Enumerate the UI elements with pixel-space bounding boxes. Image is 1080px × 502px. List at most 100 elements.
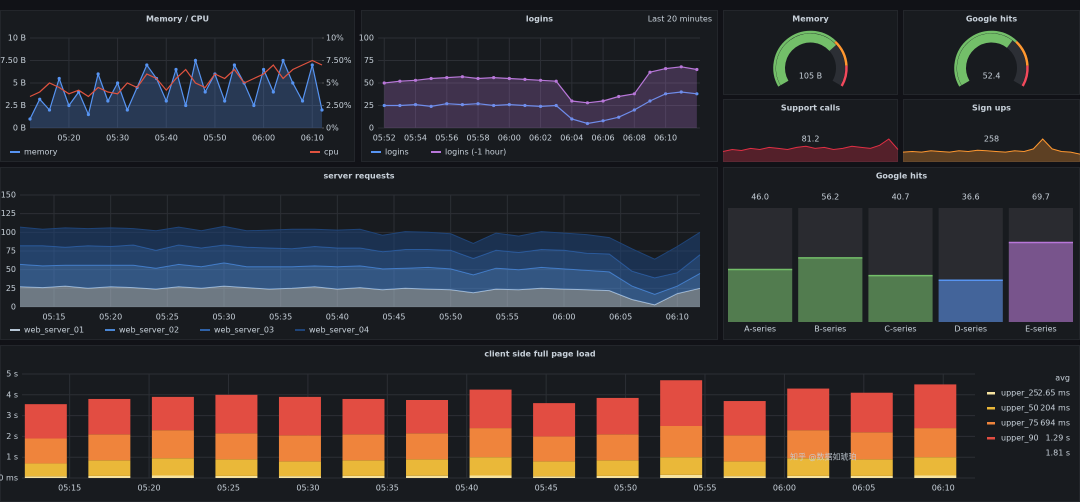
bar-segment: [533, 476, 576, 478]
legend-swatch: [987, 437, 995, 440]
gauge-value: [957, 33, 1013, 86]
x-tick-label: 05:35: [376, 484, 399, 493]
y-tick-label: 0 ms: [0, 474, 18, 483]
x-tick-label: 06:04: [560, 134, 583, 143]
legend-label: logins: [385, 148, 409, 157]
data-point: [300, 99, 305, 103]
legend-swatch: [200, 329, 210, 331]
bar-segment: [151, 430, 194, 459]
y-tick-label: 1 s: [6, 453, 18, 462]
data-point: [398, 79, 402, 83]
data-point: [38, 97, 42, 101]
data-point: [413, 78, 418, 82]
bar-segment: [596, 434, 639, 461]
x-tick-label: 06:10: [654, 134, 677, 143]
x-tick-label: 05:55: [496, 313, 519, 322]
data-point: [492, 76, 496, 80]
y-tick-label: 0: [369, 124, 374, 133]
gauge-value: [776, 33, 837, 86]
threshold-ring: [773, 30, 836, 87]
legend-swatch: [987, 407, 995, 410]
x-tick-label: 06:06: [592, 134, 615, 143]
bar-category: C-series: [884, 325, 916, 334]
data-point: [460, 103, 465, 107]
sparkline: [722, 138, 899, 152]
bar-segment: [278, 396, 321, 436]
data-point: [106, 99, 110, 103]
x-tick-label: 05:20: [138, 484, 161, 493]
y2-tick-label: 2.50%: [326, 101, 352, 110]
x-tick-label: 05:50: [439, 313, 462, 322]
data-point: [523, 103, 527, 108]
data-point: [382, 103, 386, 108]
legend-swatch: [310, 151, 320, 153]
bar: [868, 275, 933, 322]
data-point: [570, 99, 574, 103]
bar-value: 40.7: [892, 193, 910, 202]
data-point: [232, 63, 236, 67]
x-tick-label: 05:30: [106, 134, 129, 143]
data-point: [476, 76, 480, 81]
x-tick-label: 05:56: [435, 134, 458, 143]
data-point: [429, 76, 433, 81]
stacked-area: [20, 245, 700, 295]
bar-segment: [278, 476, 321, 478]
panel-title: Support calls: [781, 104, 841, 113]
legend-avg: 2.65 ms: [1038, 389, 1070, 398]
data-point: [398, 103, 402, 108]
bar-segment: [850, 392, 893, 433]
bar-segment: [24, 438, 67, 464]
threshold-ring: [1021, 65, 1029, 87]
data-point: [320, 108, 324, 112]
bar-segment: [151, 396, 194, 431]
stat-value: 258: [984, 135, 999, 144]
panel-title: Sign ups: [972, 104, 1011, 113]
bar-category: B-series: [814, 325, 846, 334]
bar-segment: [406, 433, 449, 460]
panel: [361, 10, 718, 162]
stat-value: 81.2: [802, 135, 820, 144]
y-tick-label: 50: [364, 79, 374, 88]
legend-label: web_server_01: [24, 326, 84, 335]
x-tick-label: 06:05: [852, 484, 875, 493]
bar-segment: [914, 384, 957, 429]
legend-swatch: [105, 329, 115, 331]
bar-segment: [24, 463, 67, 477]
bar-segment: [787, 458, 830, 476]
bar-segment: [850, 459, 893, 476]
bar-segment: [278, 435, 321, 462]
bar-segment: [24, 404, 67, 439]
bar-segment: [914, 457, 957, 476]
bar-segment: [88, 434, 131, 461]
sparkline-area: [903, 139, 1080, 162]
bar-segment: [596, 460, 639, 476]
data-point: [28, 117, 32, 121]
bar-segment: [533, 403, 576, 437]
legend-avg: 204 ms: [1040, 404, 1070, 413]
legend-label: logins (-1 hour): [445, 148, 506, 157]
data-point: [617, 115, 621, 119]
panel: [903, 10, 1080, 95]
data-point: [429, 104, 433, 108]
legend-swatch: [987, 422, 995, 425]
panel: [723, 99, 898, 162]
panel-title: server requests: [323, 172, 394, 181]
legend-label: upper_90: [1001, 434, 1039, 443]
panel-title: Memory: [792, 15, 829, 24]
data-point: [648, 70, 652, 74]
x-tick-label: 06:08: [623, 134, 646, 143]
bar-segment: [88, 398, 131, 435]
bar-segment: [24, 476, 67, 478]
data-point: [86, 112, 90, 117]
bar-segment: [596, 475, 639, 478]
series-line: [29, 59, 323, 98]
data-point: [57, 76, 61, 81]
bar-segment: [533, 436, 576, 462]
x-tick-label: 05:35: [269, 313, 292, 322]
x-tick-label: 05:45: [382, 313, 405, 322]
y-tick-label: 150: [1, 191, 16, 200]
y-tick-label: 2 s: [6, 432, 18, 441]
data-point: [193, 58, 198, 63]
data-point: [538, 104, 543, 108]
